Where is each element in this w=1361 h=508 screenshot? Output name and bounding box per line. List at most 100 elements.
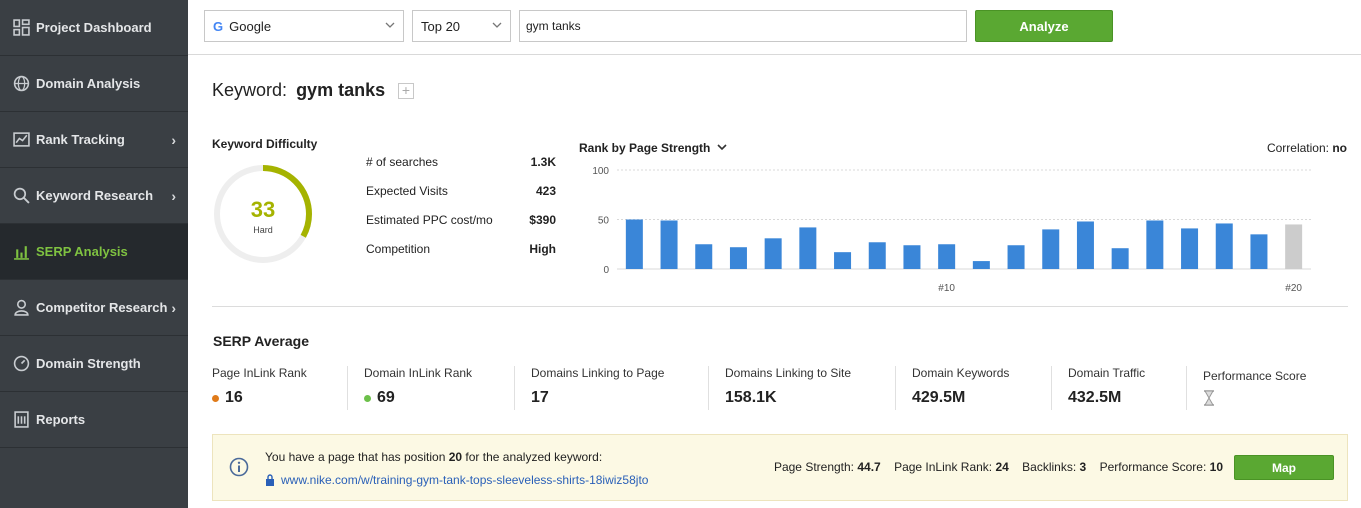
- search-engine-select[interactable]: G Google: [204, 10, 404, 42]
- chart-bar: [1146, 220, 1164, 269]
- divider: [514, 366, 515, 410]
- difficulty-level: Hard: [253, 225, 273, 235]
- sidebar-item-project-dashboard[interactable]: Project Dashboard: [0, 0, 188, 56]
- chart-bar: [1111, 248, 1129, 269]
- difficulty-score: 33: [250, 197, 276, 222]
- metric-label: Domains Linking to Site: [725, 366, 852, 380]
- x-tick-label: #20: [1285, 283, 1302, 294]
- ranking-page-url: www.nike.com/w/training-gym-tank-tops-sl…: [281, 473, 649, 487]
- stat-label: Expected Visits: [366, 184, 448, 198]
- sidebar-item-competitor-research[interactable]: Competitor Research ›: [0, 280, 188, 336]
- metric-label: Domain InLink Rank: [364, 366, 473, 380]
- chart-bar: [799, 227, 817, 269]
- page-strength-value: 44.7: [857, 460, 881, 474]
- notice-text: You have a page that has position 20 for…: [265, 450, 602, 464]
- sidebar-item-rank-tracking[interactable]: Rank Tracking ›: [0, 112, 188, 168]
- chart-bar: [660, 220, 678, 269]
- metric-label: Performance Score: [1203, 369, 1307, 383]
- metric-domain-traffic: Domain Traffic 432.5M: [1068, 366, 1145, 412]
- y-tick-label: 50: [598, 216, 610, 227]
- chevron-down-icon: [492, 22, 502, 28]
- chart-title: Rank by Page Strength: [579, 141, 711, 155]
- stat-label: Estimated PPC cost/mo: [366, 213, 493, 227]
- metric-domains-linking-page: Domains Linking to Page 17: [531, 366, 664, 412]
- stat-value: High: [529, 242, 556, 256]
- divider: [212, 306, 1348, 307]
- stat-label: Competition: [366, 242, 431, 256]
- metric-domain-inlink-rank: Domain InLink Rank 69: [364, 366, 472, 412]
- analyze-button[interactable]: Analyze: [975, 10, 1113, 42]
- chart-bar: [625, 219, 643, 269]
- y-tick-label: 0: [603, 265, 609, 276]
- chart-bar: [729, 247, 747, 269]
- page-strength-label: Page Strength:: [773, 460, 855, 474]
- sidebar-item-label: Domain Analysis: [36, 76, 141, 91]
- sidebar-item-label: Reports: [36, 412, 86, 427]
- metric-label: Domain Traffic: [1068, 366, 1146, 380]
- map-button[interactable]: Map: [1234, 455, 1334, 480]
- stat-label: # of searches: [366, 155, 439, 169]
- chart-bar: [868, 242, 886, 269]
- report-icon: [12, 411, 30, 429]
- keyword-prefix: Keyword:: [212, 80, 288, 100]
- stat-value: 1.3K: [530, 155, 556, 169]
- metric-label: Page InLink Rank: [212, 366, 307, 380]
- add-keyword-button[interactable]: +: [398, 83, 414, 99]
- chart-metric-dropdown[interactable]: Rank by Page Strength: [579, 141, 727, 155]
- trend-icon: [12, 131, 30, 149]
- sidebar: Project Dashboard Domain Analysis Rank T…: [0, 0, 188, 508]
- notice-position: 20: [448, 450, 463, 464]
- correlation-label: Correlation:: [1266, 141, 1329, 155]
- keyword-difficulty-label: Keyword Difficulty: [212, 137, 318, 151]
- metric-value: 69: [377, 389, 395, 406]
- keyword-input[interactable]: [519, 10, 967, 42]
- globe-icon: [12, 75, 30, 93]
- stat-value: 423: [535, 184, 556, 198]
- metric-domains-linking-site: Domains Linking to Site 158.1K: [725, 366, 851, 412]
- search-icon: [12, 187, 30, 205]
- chart-bar: [1042, 229, 1060, 269]
- notice-text-after: for the analyzed keyword:: [465, 450, 603, 464]
- divider: [708, 366, 709, 410]
- status-dot: [364, 394, 371, 402]
- chart-bar: [1007, 245, 1025, 269]
- divider: [1051, 366, 1052, 410]
- chevron-right-icon: ›: [171, 299, 176, 316]
- google-icon: G: [213, 18, 224, 34]
- divider: [347, 366, 348, 410]
- correlation: Correlation: no: [1267, 141, 1347, 155]
- sidebar-item-domain-strength[interactable]: Domain Strength: [0, 336, 188, 392]
- metric-value: 429.5M: [912, 389, 966, 406]
- results-depth-value: Top 20: [421, 18, 461, 34]
- x-tick-label: #10: [938, 283, 955, 294]
- sidebar-item-serp-analysis[interactable]: SERP Analysis: [0, 224, 188, 280]
- metric-performance-score: Performance Score: [1203, 369, 1306, 415]
- chart-bar: [938, 244, 956, 269]
- backlinks-label: Backlinks:: [1022, 460, 1077, 474]
- stat-value: $390: [529, 213, 556, 227]
- notice-text-before: You have a page that has position: [265, 450, 446, 464]
- metric-value: 158.1K: [725, 389, 777, 406]
- search-engine-value: Google: [229, 18, 272, 34]
- ranking-page-link[interactable]: www.nike.com/w/training-gym-tank-tops-sl…: [265, 473, 648, 487]
- chart-bar: [764, 238, 782, 269]
- sidebar-item-domain-analysis[interactable]: Domain Analysis: [0, 56, 188, 112]
- hourglass-icon: [1204, 390, 1214, 406]
- serp-average-title: SERP Average: [213, 333, 309, 349]
- sidebar-item-reports[interactable]: Reports: [0, 392, 188, 448]
- sidebar-item-keyword-research[interactable]: Keyword Research ›: [0, 168, 188, 224]
- chevron-right-icon: ›: [171, 187, 176, 204]
- info-icon: [229, 457, 249, 477]
- chart-bar: [1181, 228, 1199, 269]
- status-dot: [212, 394, 219, 402]
- metric-value: 17: [531, 389, 549, 406]
- metric-value: 432.5M: [1068, 389, 1122, 406]
- page-inlink-label: Page InLink Rank:: [894, 460, 993, 474]
- page-inlink-value: 24: [995, 460, 1009, 474]
- chart-bar: [1285, 224, 1303, 269]
- results-depth-select[interactable]: Top 20: [412, 10, 511, 42]
- y-tick-label: 100: [592, 166, 609, 177]
- chart-bar: [1250, 234, 1268, 269]
- difficulty-gauge: [214, 165, 312, 263]
- chart-bar: [1215, 223, 1233, 269]
